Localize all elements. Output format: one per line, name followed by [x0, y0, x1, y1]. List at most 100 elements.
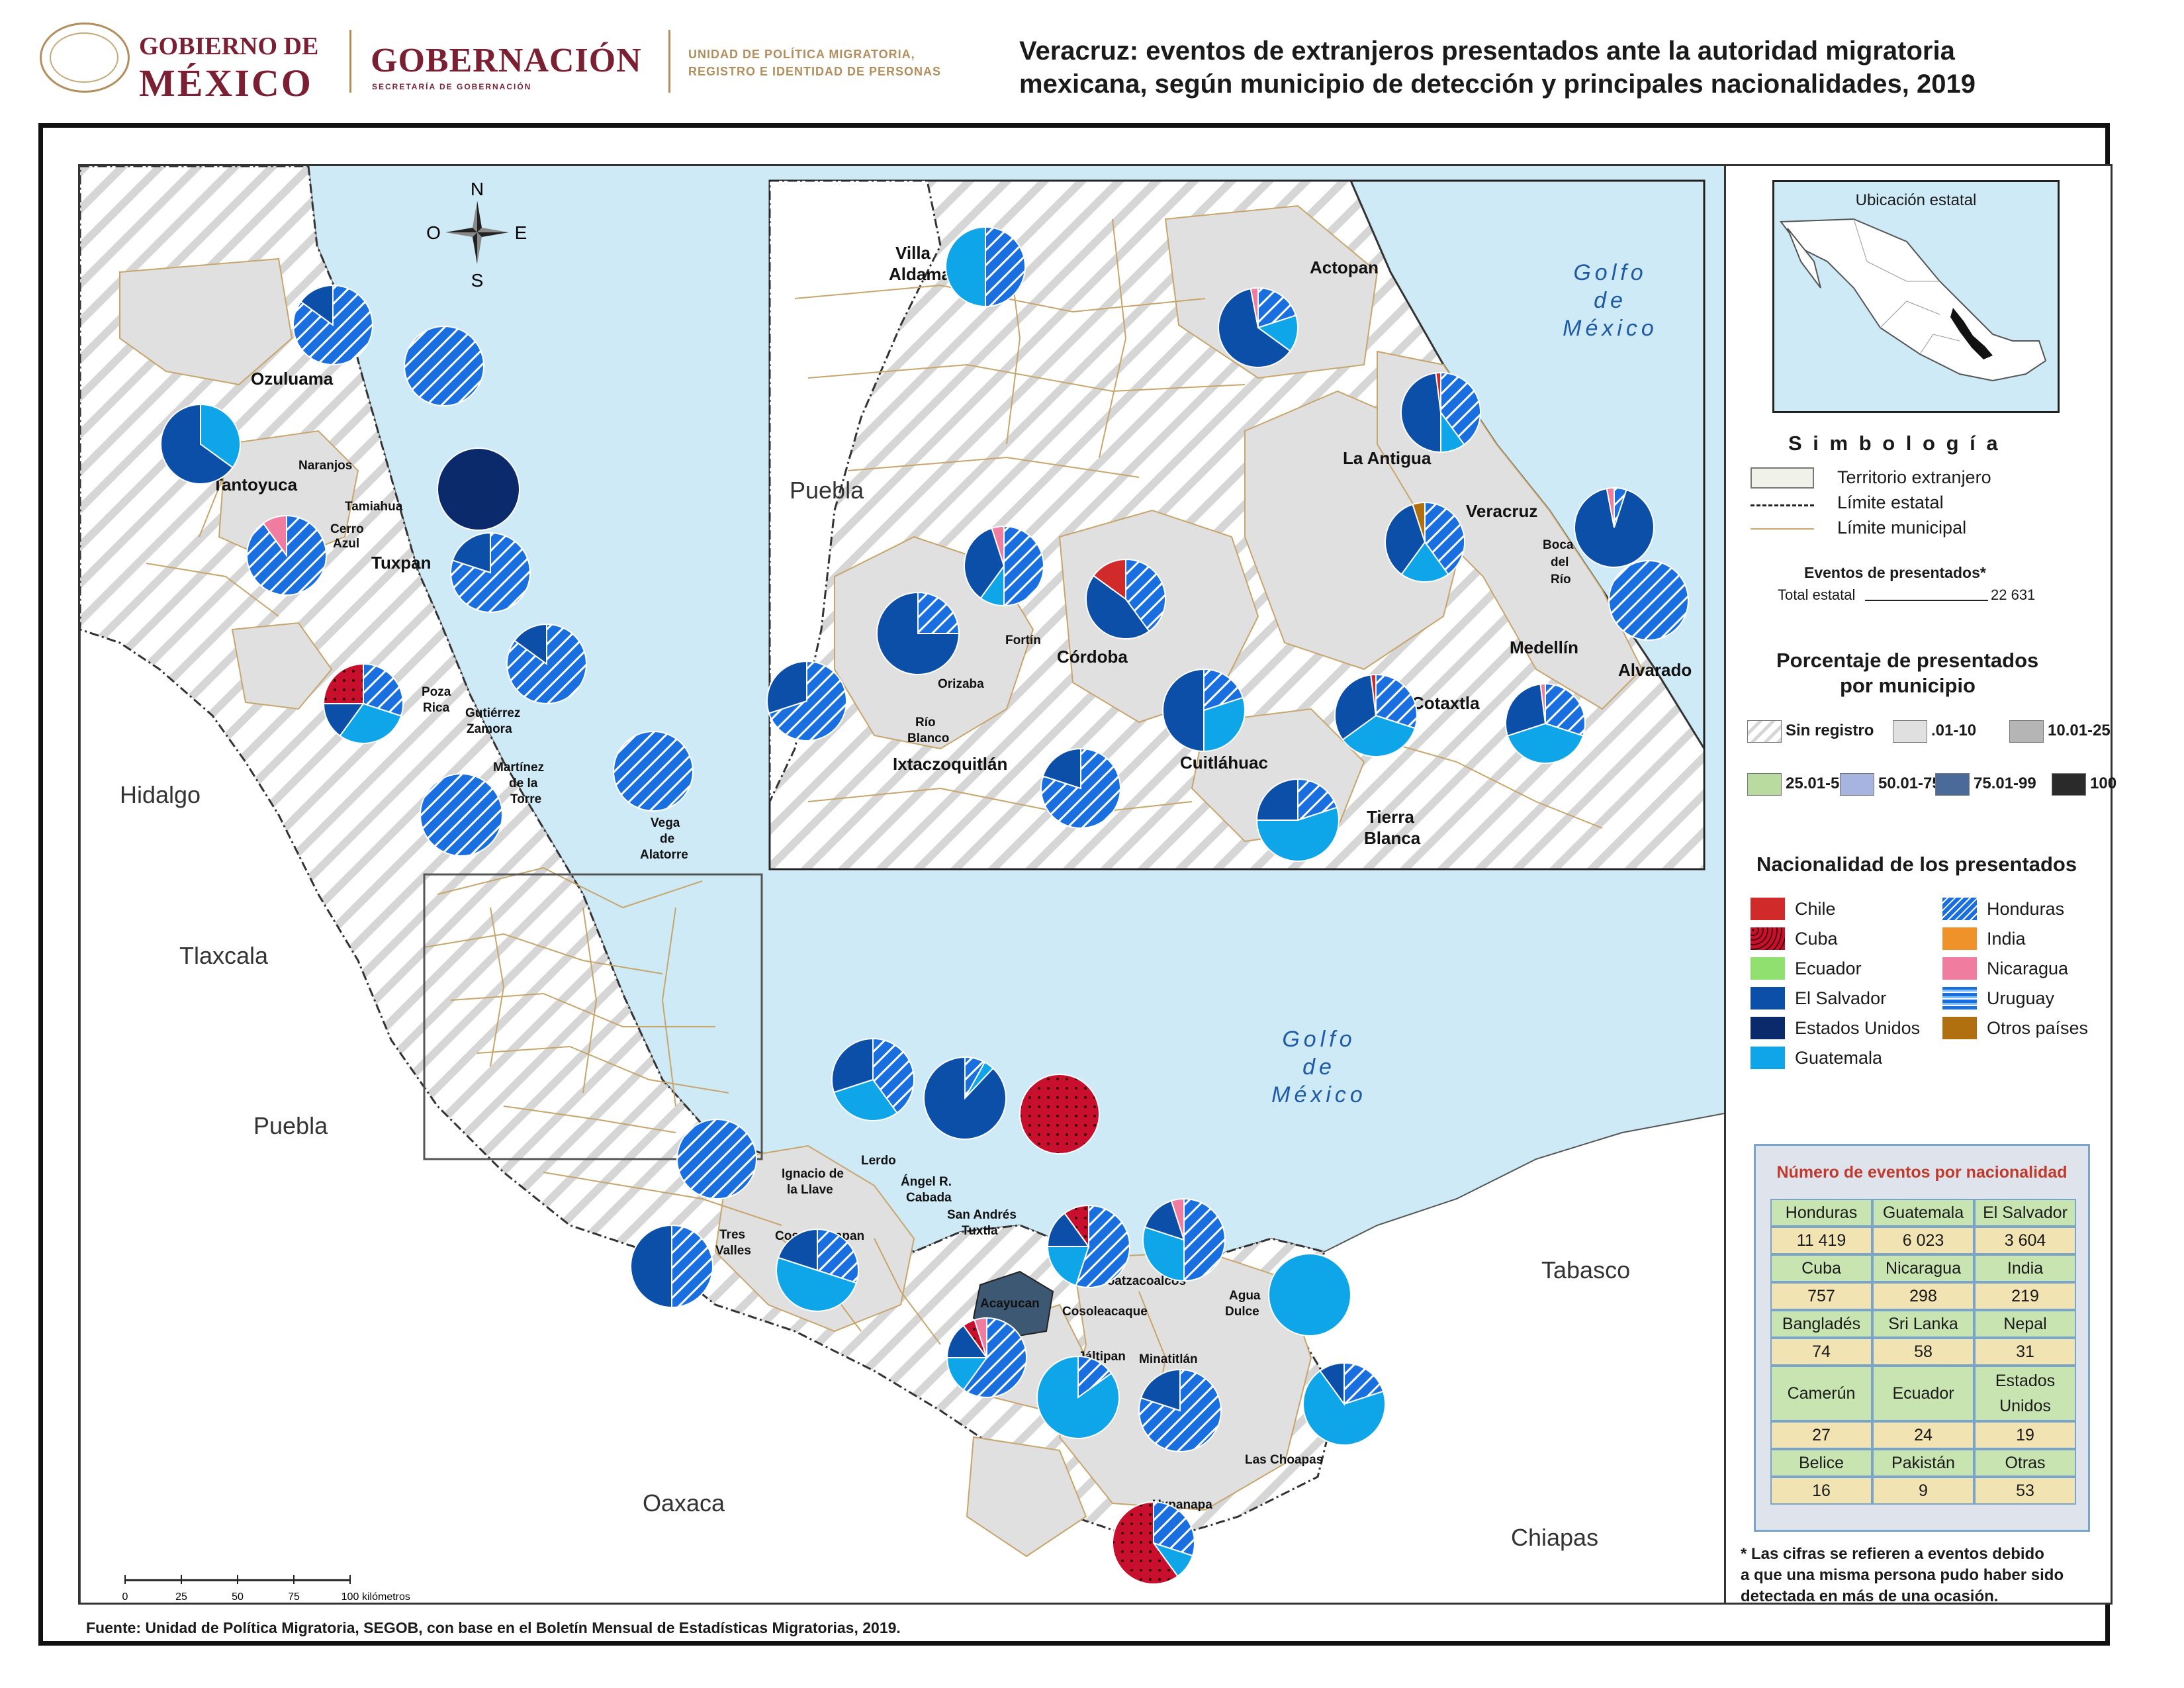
inset-label-cotaxtla: Cotaxtla [1412, 693, 1480, 713]
table-header-1-0: Cuba [1770, 1254, 1872, 1282]
table-header-1-1: Nicaragua [1872, 1254, 1974, 1282]
table-value-3-2: 19 [1974, 1421, 2076, 1449]
table-header-0-0: Honduras [1770, 1199, 1872, 1227]
inset-label-del: del [1551, 555, 1569, 569]
veracruz-highlight [1950, 308, 1993, 359]
pct-swatch-4 [1840, 773, 1874, 796]
nat-label-right-4: Otros países [1987, 1018, 2089, 1038]
pie-main-7 [322, 663, 404, 744]
pct-label-0: Sin registro [1786, 722, 1874, 739]
footnote-3: detectada en más de una ocasión. [1741, 1587, 1999, 1605]
pie-inset-9 [766, 660, 847, 741]
pie-main-15 [775, 1228, 860, 1313]
pct-swatch-5 [1935, 773, 1970, 796]
pie-main-5 [450, 532, 531, 613]
inset-label-blanco: Blanco [907, 731, 949, 745]
pie-main-22 [1302, 1362, 1387, 1446]
scale-tick-50: 50 [232, 1591, 244, 1603]
total-value: 22 631 [1991, 586, 2036, 603]
label-cosoleacaque: Cosoleacaque [1062, 1305, 1148, 1319]
table-header-2-0: Bangladés [1770, 1310, 1872, 1338]
label-tuxtla: Tuxtla [962, 1224, 998, 1238]
inset-label-ixtaczoquitlan: Ixtaczoquitlán [893, 754, 1007, 774]
pie-inset-12 [1334, 673, 1418, 758]
label-cerro: Cerro [330, 522, 364, 536]
inset-label-cordoba: Córdoba [1057, 647, 1128, 667]
map-title-line1: Veracruz: eventos de extranjeros present… [1019, 36, 1955, 66]
gulf-main-1: Golfo [1282, 1027, 1355, 1052]
pie-main-6 [506, 623, 587, 704]
pct-swatch-3 [1747, 773, 1782, 796]
limite-municipal-swatch [1751, 528, 1814, 530]
unit-line2: REGISTRO E IDENTIDAD DE PERSONAS [688, 65, 942, 78]
table-value-1-1: 298 [1872, 1282, 1974, 1310]
pie-main-19 [946, 1317, 1027, 1398]
table-value-3-1: 24 [1872, 1421, 1974, 1449]
pie-main-10 [676, 1119, 757, 1199]
region-hidalgo: Hidalgo [120, 781, 201, 808]
limite-estatal-label: Límite estatal [1837, 492, 1944, 512]
pct-title-2: por municipio [1840, 674, 1976, 697]
inset-label-villa: Villa [895, 243, 931, 263]
header-divider-2 [668, 30, 670, 93]
region-chiapas: Chiapas [1511, 1524, 1598, 1551]
compass-o: O [426, 222, 441, 243]
table-value-0-1: 6 023 [1872, 1227, 1974, 1254]
footnote-1: * Las cifras se refieren a eventos debid… [1741, 1545, 2044, 1563]
nat-table-title: Número de eventos por nacionalidad [1776, 1163, 2068, 1182]
pct-label-2: 10.01-25 [2048, 722, 2111, 739]
scale-tick-75: 75 [288, 1591, 300, 1603]
label-zamora: Zamora [467, 722, 512, 736]
label-poza: Poza [422, 685, 451, 699]
pie-inset-4 [1608, 560, 1689, 641]
gob-line2: MÉXICO [139, 62, 313, 105]
table-value-0-0: 11 419 [1770, 1227, 1872, 1254]
pie-charts-main [160, 284, 1387, 1585]
table-value-4-1: 9 [1872, 1477, 1974, 1505]
label-coatzacoalcos: Coatzacoalcos [1098, 1274, 1186, 1288]
pie-inset-5 [1385, 501, 1466, 583]
label-torre: Torre [510, 792, 541, 806]
inset-label-fortin: Fortín [1005, 633, 1041, 647]
nat-swatch-right-3 [1942, 987, 1977, 1009]
inset-label-alvarado: Alvarado [1618, 660, 1692, 680]
nat-swatch-left-4 [1751, 1017, 1785, 1039]
nat-label-left-2: Ecuador [1795, 959, 1862, 978]
label-san-andres: San Andrés [947, 1208, 1017, 1222]
label-las-choapas: Las Choapas [1245, 1453, 1323, 1467]
eventos-title: Eventos de presentados* [1804, 564, 1986, 581]
label-angel-r: Ángel R. [901, 1174, 952, 1189]
inset-puebla [770, 181, 942, 802]
label-rica: Rica [423, 701, 450, 715]
pie-inset-7 [1085, 558, 1167, 640]
gobierno-de-mexico-logo: GOBIERNO DE MÉXICO [40, 20, 324, 105]
region-tlaxcala: Tlaxcala [179, 942, 269, 969]
territorio-label: Territorio extranjero [1837, 467, 1991, 487]
municipio-ozuluama [119, 258, 293, 386]
gulf-inset-3: México [1563, 316, 1658, 341]
pie-main-14 [630, 1224, 713, 1309]
map-title: Veracruz: eventos de extranjeros present… [1019, 34, 1976, 101]
label-azul: Azul [333, 537, 359, 551]
ministry-name: GOBERNACIÓN [371, 42, 642, 79]
gulf-inset-2: de [1594, 288, 1627, 313]
pie-main-2 [160, 403, 241, 485]
table-header-4-0: Belice [1770, 1449, 1872, 1477]
pie-inset-2 [1400, 371, 1482, 453]
label-ozuluama: Ozuluama [251, 369, 334, 389]
inset-label-blanca: Blanca [1364, 828, 1421, 848]
label-cabada: Cabada [906, 1191, 952, 1205]
ubicacion-label: Ubicación estatal [1855, 191, 1977, 209]
label-valles: Valles [715, 1244, 751, 1258]
pie-main-13 [1019, 1074, 1100, 1154]
pie-inset-6 [964, 525, 1044, 607]
pie-inset-3 [1574, 487, 1655, 568]
municipio-poza-rica [231, 622, 333, 710]
total-leader-line [1865, 600, 1988, 601]
nat-swatch-left-3 [1751, 987, 1785, 1009]
pie-main-9 [613, 731, 694, 812]
nat-swatch-right-0 [1942, 898, 1977, 920]
compass-e: E [515, 222, 527, 243]
nat-title: Nacionalidad de los presentados [1756, 853, 2077, 876]
table-value-1-0: 757 [1770, 1282, 1872, 1310]
